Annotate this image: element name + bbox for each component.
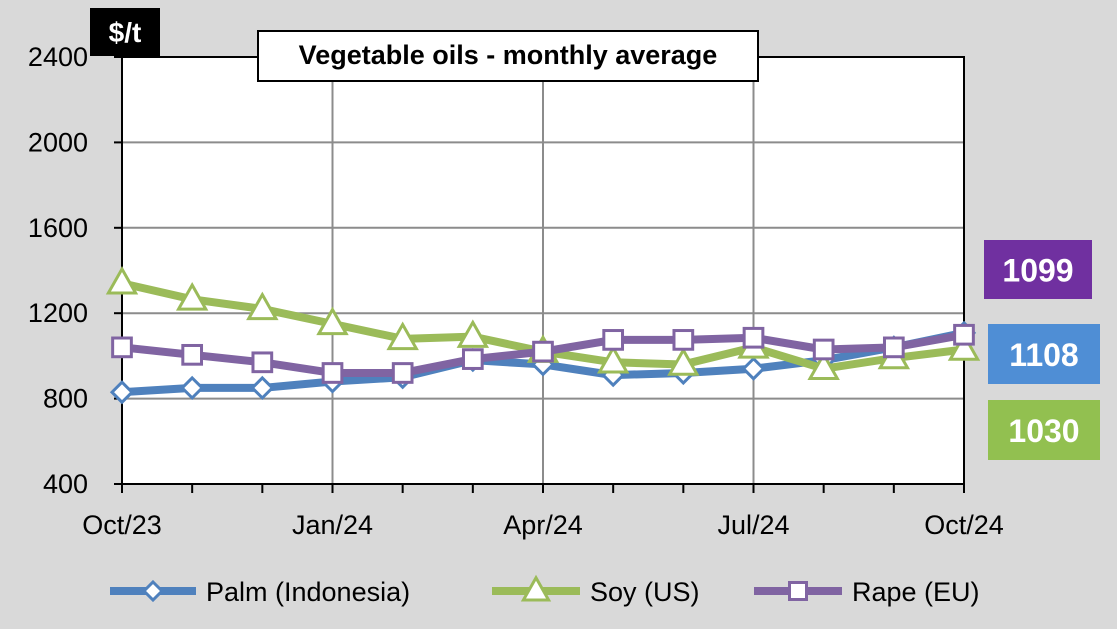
series-rape-eu [111, 323, 975, 384]
data-point-soy-us [246, 291, 279, 321]
value-badge-label: 1030 [1008, 413, 1079, 449]
data-point-soy-us [105, 265, 139, 295]
data-point-rape-eu [812, 338, 835, 361]
legend: Palm (Indonesia) Soy (US) Rape (EU) [110, 574, 980, 607]
y-axis-ticks: 400 800 1200 1600 2000 2400 [28, 42, 122, 499]
legend-item-palm-indonesia: Palm (Indonesia) [110, 577, 410, 607]
legend-label: Rape (EU) [852, 577, 980, 607]
unit-label-box: $/t [90, 8, 160, 56]
data-point-soy-us [596, 344, 630, 374]
data-point-soy-us [807, 351, 840, 380]
value-badge: 1108 [988, 324, 1100, 384]
legend-marker [788, 581, 808, 601]
x-tick-label: Jan/24 [292, 510, 373, 540]
data-point-rape-eu [602, 329, 625, 351]
y-axis-unit-label: $/t [109, 17, 142, 48]
value-badge-box [988, 400, 1100, 460]
y-tick-label: 1200 [28, 298, 88, 328]
value-badges: 1099 1108 1030 [984, 240, 1100, 460]
data-point-palm-indonesia [250, 375, 275, 401]
data-point-rape-eu [111, 336, 133, 359]
x-tick-label: Oct/23 [82, 510, 162, 540]
value-badge: 1030 [988, 400, 1100, 460]
data-point-rape-eu [882, 336, 905, 359]
legend-item-rape-eu: Rape (EU) [754, 577, 980, 607]
x-axis-ticks: Oct/23 Jan/24 Apr/24 Jul/24 Oct/24 [82, 484, 1004, 540]
value-badge: 1099 [984, 240, 1092, 299]
data-point-palm-indonesia [109, 380, 135, 405]
data-point-soy-us [947, 332, 981, 361]
data-point-rape-eu [181, 343, 204, 366]
legend-marker [520, 574, 552, 602]
data-point-soy-us [667, 347, 700, 376]
legend-item-soy-us: Soy (US) [492, 574, 700, 607]
x-tick-label: Apr/24 [503, 510, 583, 540]
value-badge-label: 1108 [1009, 337, 1078, 373]
y-tick-label: 800 [43, 384, 88, 414]
value-badge-box [988, 324, 1100, 384]
data-point-rape-eu [251, 351, 274, 374]
y-tick-label: 2000 [28, 127, 88, 157]
series-soy-us [105, 265, 981, 380]
title-box: Vegetable oils - monthly average [257, 30, 759, 82]
data-point-soy-us [386, 321, 419, 351]
data-point-palm-indonesia [180, 375, 205, 401]
data-point-rape-eu [672, 329, 695, 351]
series-lines [105, 265, 981, 405]
chart-title: Vegetable oils - monthly average [299, 40, 718, 70]
y-tick-label: 1600 [28, 213, 88, 243]
data-point-rape-eu [742, 326, 765, 349]
value-badge-box [984, 240, 1092, 299]
x-tick-label: Jul/24 [717, 510, 789, 540]
y-tick-label: 2400 [28, 42, 88, 72]
y-tick-label: 400 [43, 469, 88, 499]
data-point-soy-us [456, 319, 490, 348]
x-tick-label: Oct/24 [924, 510, 1004, 540]
legend-label: Palm (Indonesia) [206, 577, 410, 607]
legend-label: Soy (US) [590, 577, 700, 607]
value-badge-label: 1099 [1002, 253, 1073, 289]
data-point-soy-us [316, 306, 349, 336]
data-point-rape-eu [321, 362, 344, 384]
data-point-rape-eu [532, 340, 554, 363]
data-point-soy-us [175, 281, 209, 311]
legend-marker [141, 579, 165, 603]
data-point-palm-indonesia [741, 356, 766, 381]
data-point-rape-eu [391, 362, 414, 384]
data-point-rape-eu [953, 323, 975, 346]
data-point-rape-eu [461, 348, 484, 370]
